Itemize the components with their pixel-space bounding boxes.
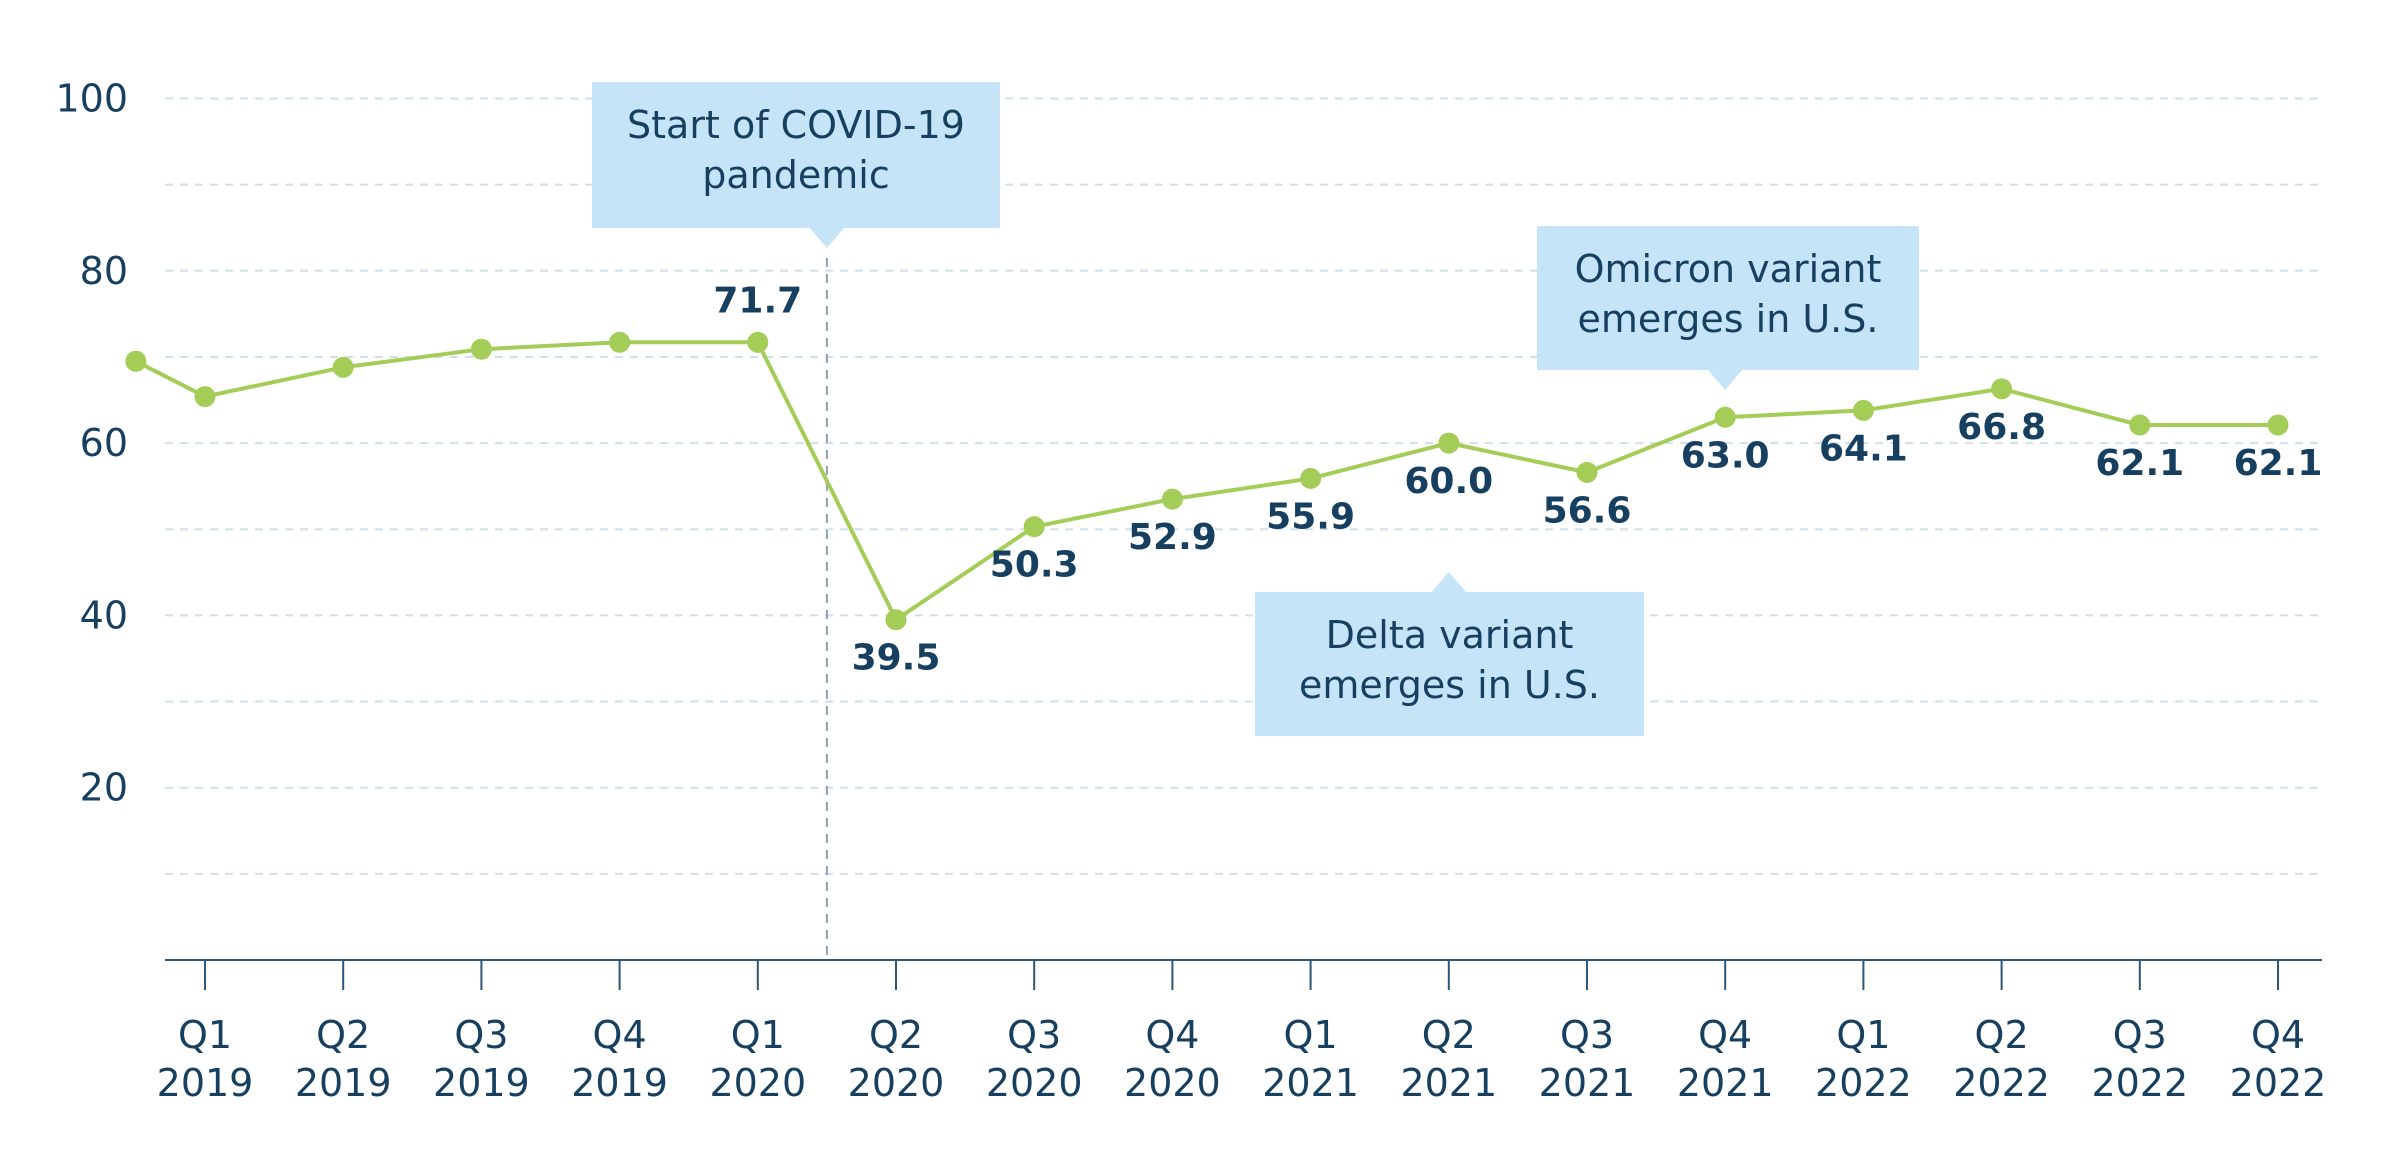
data-label: 71.7: [713, 280, 802, 321]
x-tick-label-year: 2020: [986, 1061, 1083, 1105]
x-tick-label-quarter: Q2: [316, 1013, 370, 1057]
y-tick-label: 60: [80, 421, 128, 465]
data-point: [1023, 516, 1045, 538]
annotation-box: [1255, 592, 1644, 736]
grid-lines: [165, 97, 2322, 875]
annotation-box: [1537, 226, 1919, 370]
data-point: [2129, 414, 2151, 436]
x-tick-label-quarter: Q4: [593, 1013, 647, 1057]
data-point: [885, 609, 907, 631]
x-tick-label-year: 2021: [1262, 1061, 1359, 1105]
data-point: [747, 331, 769, 353]
x-tick-label-year: 2021: [1539, 1061, 1636, 1105]
data-label: 63.0: [1681, 435, 1770, 476]
x-tick-label-quarter: Q4: [1145, 1013, 1199, 1057]
series-polyline: [134, 340, 2278, 622]
data-label: 39.5: [852, 638, 941, 679]
annotation-text: Delta variant: [1326, 613, 1574, 657]
x-tick-label-quarter: Q4: [1698, 1013, 1752, 1057]
data-point: [1161, 488, 1183, 510]
data-label: 56.6: [1543, 490, 1632, 531]
omicron-annotation: Omicron variant emerges in U.S.: [1537, 226, 1919, 390]
x-tick-label-quarter: Q2: [1975, 1013, 2029, 1057]
x-tick-label-year: 2019: [433, 1061, 530, 1105]
data-label: 55.9: [1266, 496, 1355, 537]
x-tick-label-year: 2021: [1400, 1061, 1497, 1105]
x-tick-label-quarter: Q3: [1007, 1013, 1061, 1057]
annotations: Start of COVID-19 pandemic Omicron variant…: [592, 82, 1919, 736]
covid-annotation: Start of COVID-19 pandemic: [592, 82, 1000, 248]
x-tick-label-year: 2022: [2230, 1061, 2327, 1105]
x-tick-label-quarter: Q1: [1836, 1013, 1890, 1057]
data-label: 64.1: [1819, 428, 1908, 469]
data-point: [1852, 399, 1874, 421]
annotation-text: pandemic: [702, 153, 889, 197]
data-label: 62.1: [2234, 443, 2323, 484]
delta-annotation: Delta variant emerges in U.S.: [1255, 572, 1644, 736]
x-tick-label-quarter: Q2: [869, 1013, 923, 1057]
x-tick-label-year: 2019: [571, 1061, 668, 1105]
y-tick-label: 100: [55, 77, 128, 121]
x-tick-label-year: 2019: [157, 1061, 254, 1105]
x-tick-label-quarter: Q4: [2251, 1013, 2305, 1057]
data-point: [1991, 378, 2013, 400]
x-tick-label-year: 2022: [2091, 1061, 2188, 1105]
x-tick-label-quarter: Q3: [2113, 1013, 2167, 1057]
y-axis-tick-labels: 20 40 60 80 100: [55, 77, 128, 810]
y-tick-label: 20: [80, 766, 128, 810]
series-line: [125, 331, 2289, 631]
x-tick-label-quarter: Q3: [1560, 1013, 1614, 1057]
annotation-text: emerges in U.S.: [1578, 297, 1879, 341]
x-tick-label-quarter: Q1: [178, 1013, 232, 1057]
x-tick-label-year: 2022: [1953, 1061, 2050, 1105]
data-label: 50.3: [990, 545, 1079, 586]
annotation-pointer: [1430, 572, 1467, 593]
x-tick-label-year: 2020: [1124, 1061, 1221, 1105]
data-point: [609, 331, 631, 353]
data-point: [470, 338, 492, 360]
data-label: 52.9: [1128, 517, 1217, 558]
data-point: [332, 356, 354, 378]
x-axis: Q12019Q22019Q32019Q42019Q12020Q22020Q320…: [157, 959, 2327, 1105]
x-tick-label-quarter: Q3: [454, 1013, 508, 1057]
data-label: 66.8: [1957, 407, 2046, 448]
data-point: [1714, 406, 1736, 428]
x-tick-label-quarter: Q2: [1422, 1013, 1476, 1057]
annotation-text: emerges in U.S.: [1299, 663, 1600, 707]
annotation-pointer: [1707, 369, 1744, 390]
annotation-text: Start of COVID-19: [627, 103, 965, 147]
data-point: [125, 350, 147, 372]
x-tick-label-year: 2019: [295, 1061, 392, 1105]
data-point: [1438, 432, 1460, 454]
data-point: [194, 386, 216, 408]
annotation-text: Omicron variant: [1575, 247, 1882, 291]
annotation-pointer: [808, 227, 845, 248]
x-tick-label-year: 2020: [848, 1061, 945, 1105]
annotation-box: [592, 82, 1000, 228]
x-tick-label-quarter: Q1: [731, 1013, 785, 1057]
data-labels: 71.7 39.5 50.3 52.9 55.9 60.0 56.6 63.0 64.1 66.8…: [713, 280, 2322, 678]
x-tick-label-year: 2022: [1815, 1061, 1912, 1105]
x-tick-label-year: 2020: [709, 1061, 806, 1105]
x-tick-label-quarter: Q1: [1284, 1013, 1338, 1057]
y-tick-label: 40: [80, 593, 128, 637]
data-point: [1300, 467, 1322, 489]
data-label: 62.1: [2095, 443, 2184, 484]
data-label: 60.0: [1404, 461, 1493, 502]
y-tick-label: 80: [80, 249, 128, 293]
data-point: [2267, 414, 2289, 436]
data-point: [1576, 461, 1598, 483]
x-tick-label-year: 2021: [1677, 1061, 1774, 1105]
